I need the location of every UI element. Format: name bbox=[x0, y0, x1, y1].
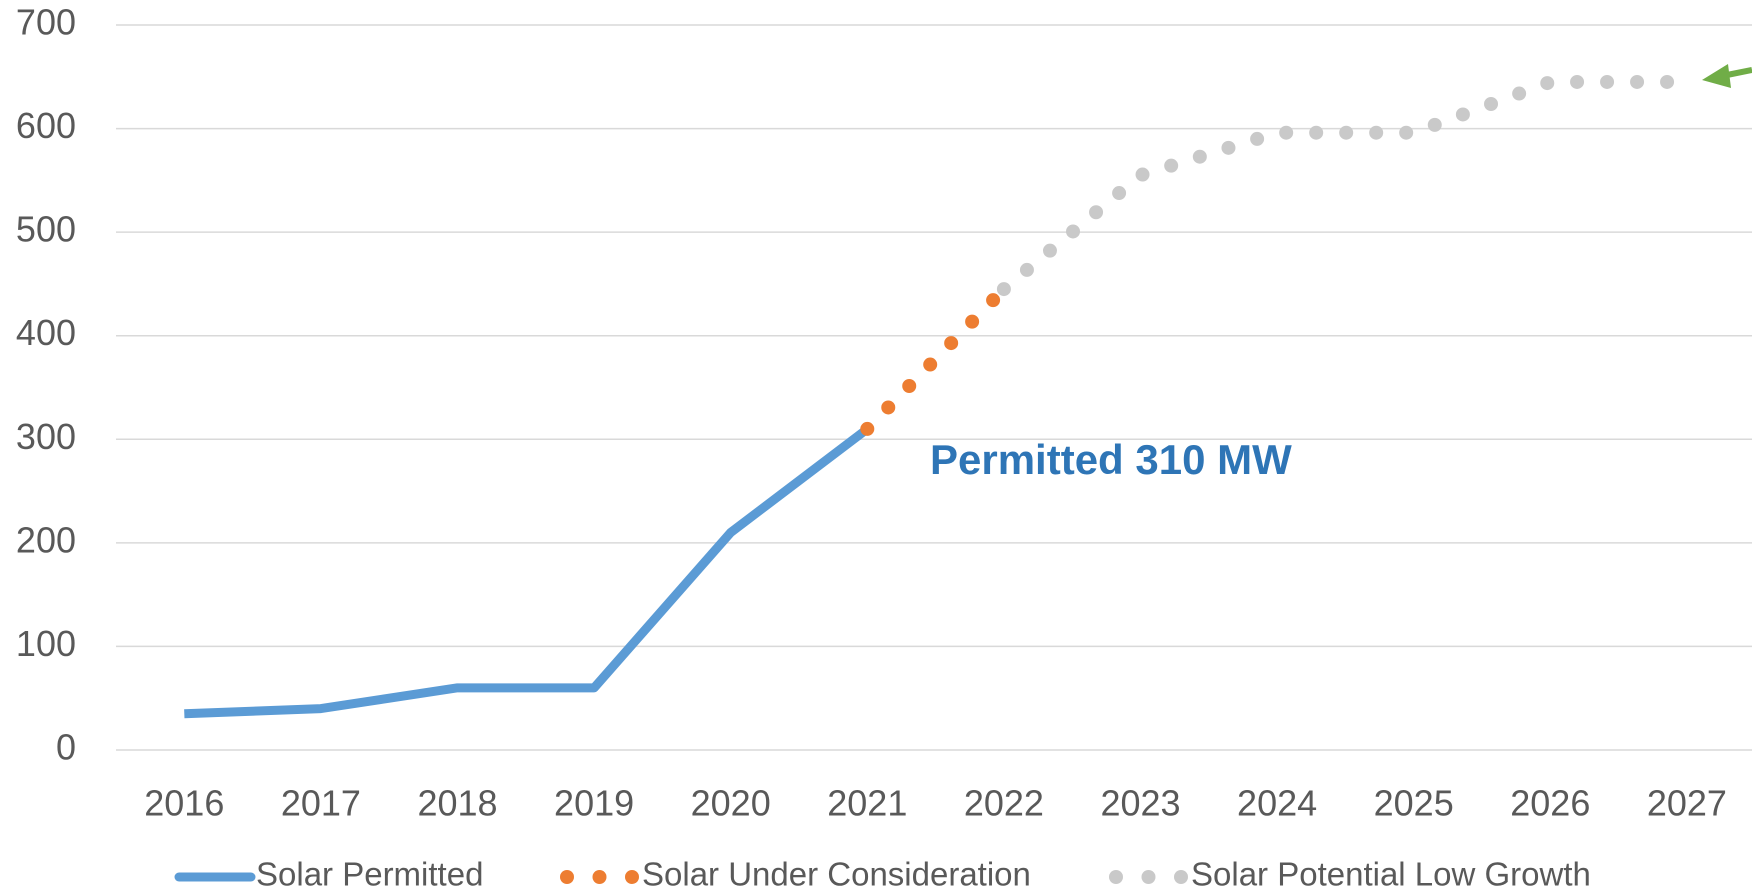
legend-label: Solar Permitted bbox=[256, 856, 483, 893]
x-tick-label: 2017 bbox=[281, 783, 361, 824]
x-tick-label: 2024 bbox=[1237, 783, 1317, 824]
y-tick-label: 0 bbox=[56, 727, 76, 768]
series-line bbox=[996, 74, 1694, 297]
legend-swatch bbox=[1109, 870, 1123, 884]
x-tick-label: 2023 bbox=[1100, 783, 1180, 824]
x-tick-label: 2027 bbox=[1647, 783, 1727, 824]
legend-swatch bbox=[592, 870, 607, 884]
legend-label: Solar Potential Low Growth bbox=[1191, 856, 1591, 893]
legend-swatch bbox=[1174, 870, 1188, 884]
y-tick-label: 600 bbox=[16, 105, 76, 146]
y-tick-label: 400 bbox=[16, 312, 76, 353]
x-tick-label: 2020 bbox=[691, 783, 771, 824]
y-tick-label: 300 bbox=[16, 416, 76, 457]
arrow bbox=[1702, 64, 1752, 88]
series-line bbox=[860, 282, 1011, 436]
y-tick-label: 100 bbox=[16, 623, 76, 664]
annotation: Permitted 310 MW bbox=[930, 436, 1292, 483]
x-tick-label: 2016 bbox=[144, 783, 224, 824]
y-tick-label: 500 bbox=[16, 209, 76, 250]
x-tick-label: 2018 bbox=[417, 783, 497, 824]
series-line bbox=[184, 425, 871, 719]
y-tick-label: 700 bbox=[16, 2, 76, 43]
x-tick-label: 2026 bbox=[1510, 783, 1590, 824]
arrow-head bbox=[1702, 64, 1731, 88]
y-tick-label: 200 bbox=[16, 519, 76, 560]
legend-swatch bbox=[1141, 870, 1156, 884]
legend: Solar Permitted Solar Under Consideration… bbox=[174, 856, 1591, 893]
legend-swatch bbox=[560, 870, 574, 884]
x-tick-label: 2022 bbox=[964, 783, 1044, 824]
legend-label: Solar Under Consideration bbox=[642, 856, 1031, 893]
x-tick-label: 2025 bbox=[1374, 783, 1454, 824]
x-tick-label: 2019 bbox=[554, 783, 634, 824]
grid: 0 100 200 300 400 500 600 700 2016 2017 2018 2019 20… bbox=[16, 2, 1752, 824]
lines bbox=[184, 74, 1694, 719]
legend-swatch bbox=[625, 870, 639, 884]
x-tick-label: 2021 bbox=[827, 783, 907, 824]
